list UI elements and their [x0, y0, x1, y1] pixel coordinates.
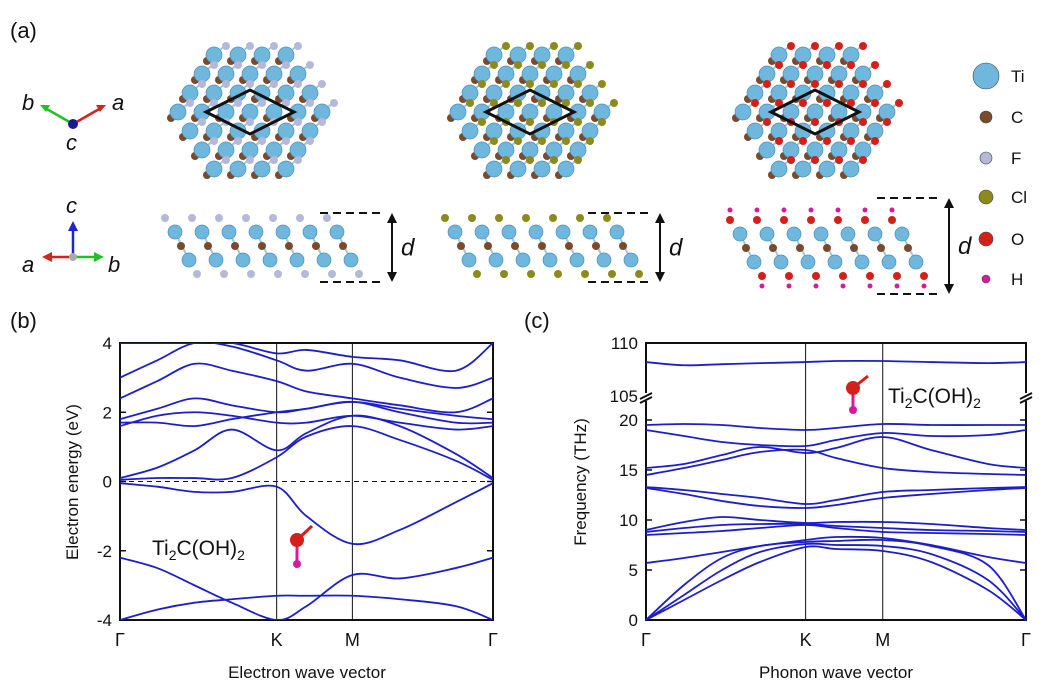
d-label: d	[669, 235, 683, 262]
panel-label-a: (a)	[10, 18, 37, 43]
band-ytick-label: -4	[97, 611, 112, 630]
phonon-line-optical1	[645, 535, 1027, 564]
band-kpoint-label: Γ	[488, 630, 498, 650]
panel-label-c: (c)	[524, 308, 550, 333]
phonon-kpoint-label: K	[800, 630, 812, 650]
top-view-f	[167, 42, 338, 179]
legend-swatch-ti	[972, 62, 1000, 90]
phonon-ytick-label: 15	[619, 461, 638, 480]
band-line-band2	[120, 556, 493, 620]
band-line-band9	[120, 362, 493, 414]
band-line-band5	[120, 414, 493, 479]
phonon-line-optical9	[645, 429, 1027, 448]
d-label: d	[401, 235, 415, 262]
band-ylabel: Electron energy (eV)	[63, 404, 82, 560]
band-xlabel: Electron wave vector	[228, 663, 386, 682]
axis-label-b-top: b	[22, 90, 34, 115]
structure-oh: d	[726, 42, 972, 295]
phonon-ytick-label: 105	[610, 387, 638, 406]
band-structure-chart: 420-2-4Γ K M Γ Electron energy (eV) Electro…	[63, 334, 498, 682]
svg-text:Ti2C(OH)2: Ti2C(OH)2	[888, 385, 981, 411]
side-view-oh: d	[726, 197, 972, 295]
phonon-ytick-label: 110	[611, 334, 638, 353]
phonon-kpoint-label: Γ	[1021, 630, 1031, 650]
legend-label-ti: Ti	[1011, 67, 1025, 86]
band-kpoint-label: Γ	[115, 630, 125, 650]
top-view-cl	[447, 42, 618, 179]
phonon-xlabel: Phonon wave vector	[759, 663, 913, 682]
phonon-line-acoustic1	[645, 545, 1027, 621]
phonon-line-oh_stretch	[645, 359, 1027, 367]
legend-swatch-o	[978, 231, 994, 247]
phonon-line-optical3	[645, 522, 1027, 533]
phonon-material-label: Ti2C(OH)2	[846, 374, 981, 414]
band-line-band6	[120, 411, 493, 431]
axis-label-a-top: a	[112, 90, 124, 115]
phonon-kpoint-label: M	[875, 630, 890, 650]
band-ytick-label: -2	[97, 542, 112, 561]
band-line-band10	[120, 343, 493, 389]
phonon-line-acoustic3	[645, 538, 1027, 621]
legend-swatch-c	[979, 110, 993, 124]
phonon-line-optical2	[645, 524, 1027, 536]
band-line-band8	[120, 397, 493, 421]
legend-swatch-cl	[978, 189, 994, 205]
phonon-line-optical4	[645, 516, 1027, 531]
phonon-ytick-label: 10	[619, 511, 638, 530]
phonon-line-optical8	[645, 436, 1027, 469]
phonon-plot-frame	[645, 342, 1027, 621]
axis-label-a-side: a	[22, 252, 34, 277]
axis-label-c-top: c	[66, 130, 77, 155]
axis-label-c-side: c	[66, 193, 77, 218]
phonon-ytick-label: 20	[619, 411, 638, 430]
legend-label-cl: Cl	[1011, 188, 1027, 207]
top-view-oh	[732, 42, 903, 179]
oh-molecule-icon	[846, 374, 869, 414]
band-line-band1	[120, 594, 493, 620]
structure-f: d	[161, 42, 415, 283]
phonon-line-optical6	[645, 486, 1027, 505]
structure-cl: d	[441, 42, 683, 283]
unit-cell-outline	[767, 88, 863, 136]
phonon-line-optical7	[645, 448, 1027, 476]
legend-label-f: F	[1011, 149, 1021, 168]
band-ytick-label: 2	[103, 403, 112, 422]
phonon-line-optical10	[645, 422, 1026, 431]
phonon-kpoint-label: Γ	[641, 630, 651, 650]
phonon-line-optical5	[645, 487, 1027, 509]
phonon-ytick-label: 0	[629, 611, 638, 630]
element-legend: Ti C F Cl O H	[972, 62, 1027, 289]
legend-label-h: H	[1011, 270, 1023, 289]
band-ytick-label: 0	[103, 473, 112, 492]
axes-side-view: c a b	[22, 193, 120, 277]
band-material-label: Ti2C(OH)2	[152, 524, 314, 568]
unit-cell-outline	[202, 88, 298, 136]
legend-label-c: C	[1011, 108, 1023, 127]
phonon-ytick-label: 5	[629, 561, 638, 580]
legend-label-o: O	[1011, 230, 1024, 249]
band-ytick-label: 4	[103, 334, 112, 353]
legend-swatch-f	[979, 151, 993, 165]
band-line-band4	[120, 425, 493, 481]
phonon-line-acoustic2	[645, 542, 1027, 621]
panel-label-b: (b)	[10, 308, 37, 333]
band-line-band11	[120, 343, 493, 373]
d-label: d	[958, 233, 972, 260]
legend-swatch-h	[981, 274, 991, 284]
phonon-ylabel: Frequency (THz)	[571, 418, 590, 546]
band-kpoint-label: K	[271, 630, 283, 650]
oh-molecule-icon	[290, 524, 314, 568]
band-line-band3	[120, 482, 493, 546]
axis-label-b-side: b	[108, 252, 120, 277]
axes-top-view: b a c	[22, 90, 124, 155]
unit-cell-outline	[482, 88, 578, 136]
side-view-f: d	[161, 212, 415, 283]
side-view-cl: d	[441, 212, 683, 283]
svg-text:Ti2C(OH)2: Ti2C(OH)2	[152, 537, 245, 563]
band-kpoint-label: M	[345, 630, 360, 650]
axis-break-marks	[638, 392, 1034, 404]
